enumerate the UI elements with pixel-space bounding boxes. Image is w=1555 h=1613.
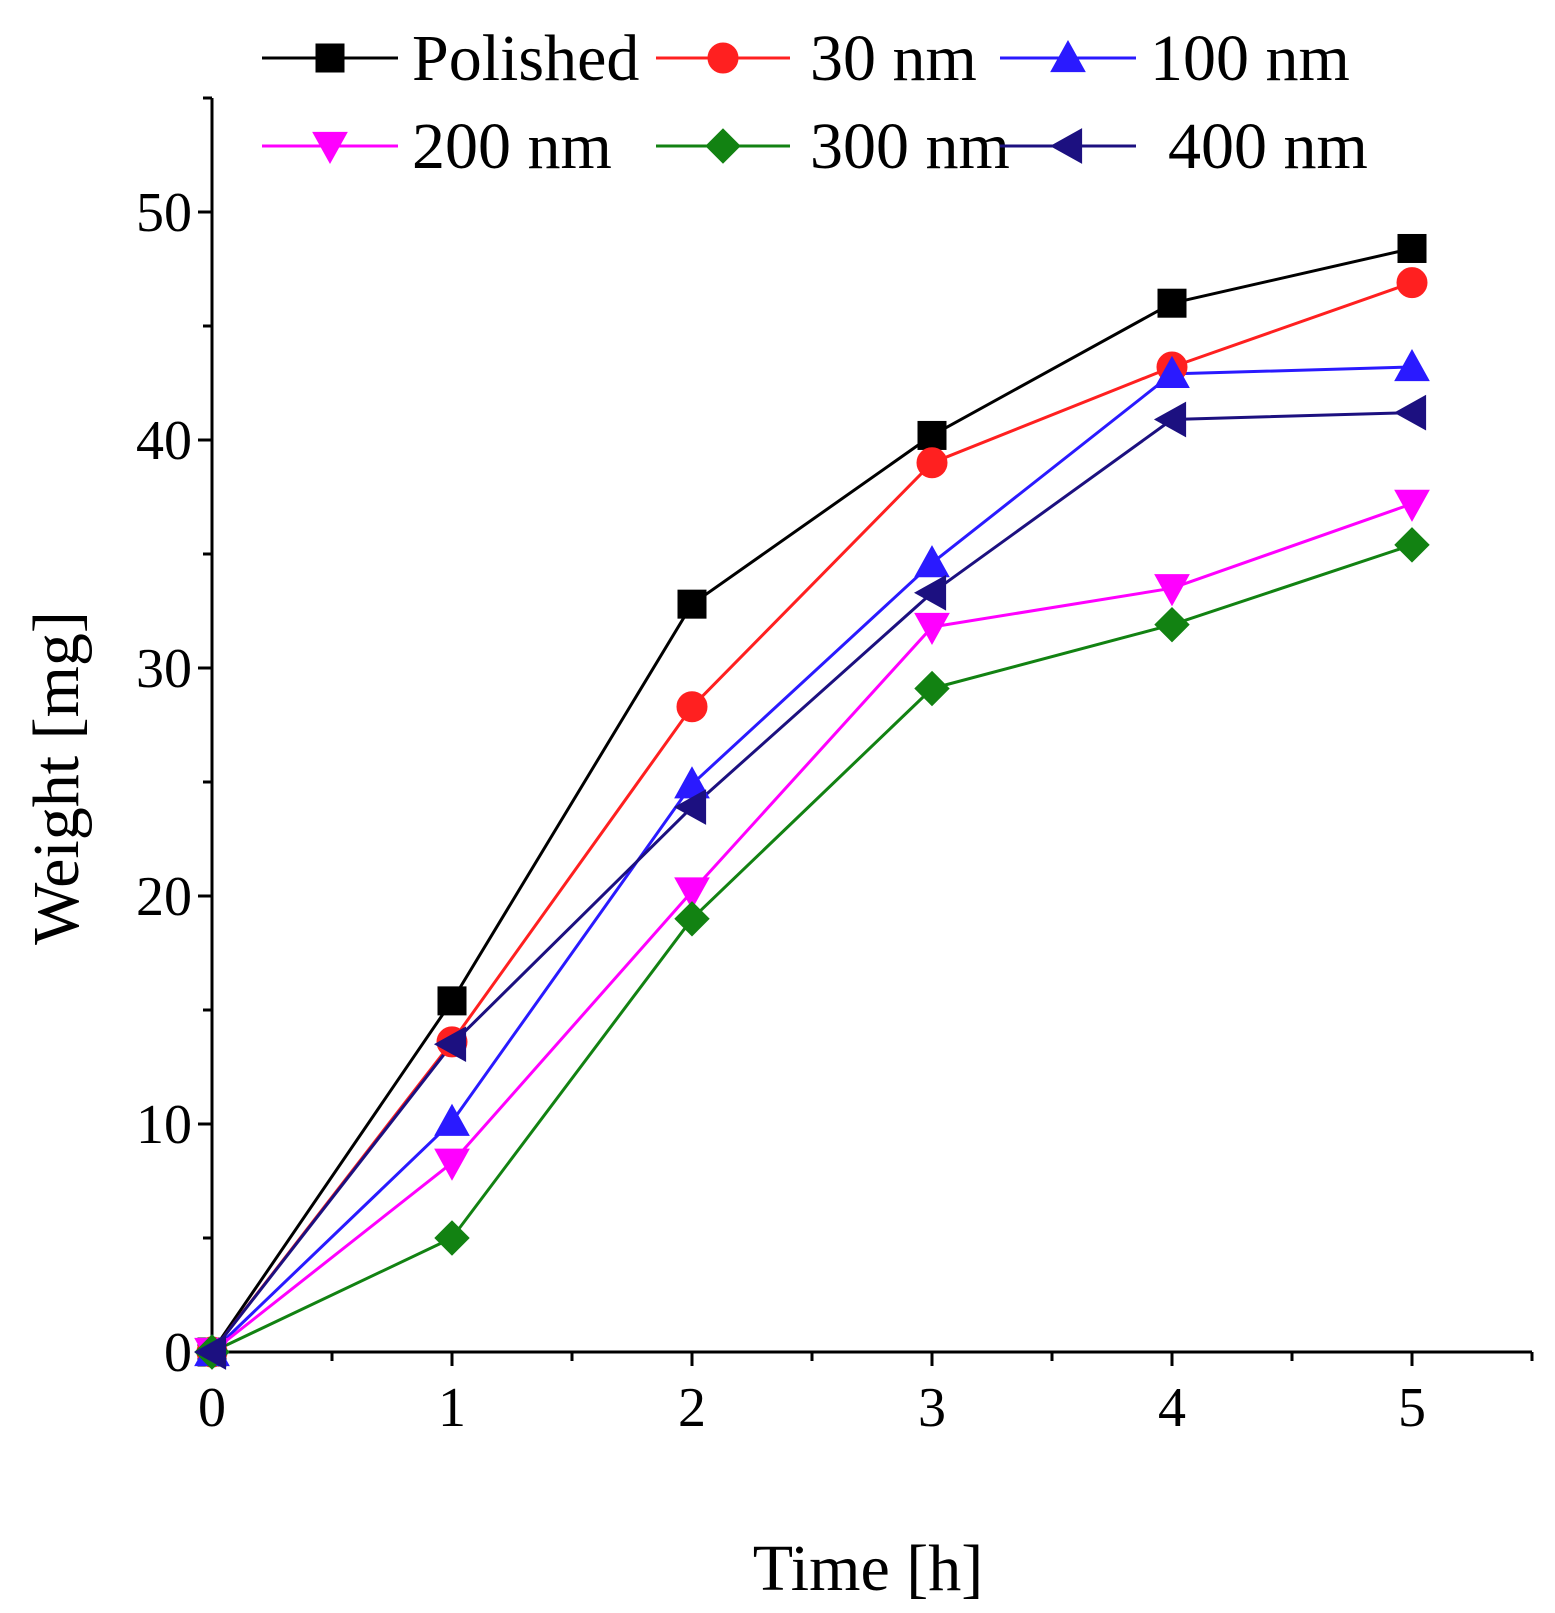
x-tick-label: 1 xyxy=(438,1377,466,1439)
data-point-300-nm xyxy=(1394,527,1430,563)
data-point-400-nm xyxy=(1393,394,1427,431)
legend-label-200-nm: 200 nm xyxy=(412,110,612,183)
x-tick-label: 0 xyxy=(198,1377,226,1439)
series-lines xyxy=(210,247,1413,1354)
legend-marker-30-nm xyxy=(707,42,739,74)
data-point-300-nm xyxy=(1154,606,1190,643)
x-tick-label: 2 xyxy=(678,1377,706,1439)
legend-label-100-nm: 100 nm xyxy=(1150,22,1350,95)
x-axis-title: Time [h] xyxy=(753,1532,983,1605)
series-line-polished xyxy=(210,247,1413,1353)
data-point-polished xyxy=(917,420,947,450)
series-markers xyxy=(193,233,1430,1371)
legend-marker-200-nm xyxy=(312,131,348,165)
data-point-300-nm xyxy=(434,1220,470,1256)
x-tick-label: 5 xyxy=(1398,1377,1426,1439)
x-tick-label: 4 xyxy=(1158,1377,1186,1439)
data-point-100-nm xyxy=(1154,355,1190,388)
series-line-100-nm xyxy=(210,365,1413,1354)
series-line-30-nm xyxy=(210,281,1413,1353)
x-tick-label: 3 xyxy=(918,1377,946,1439)
y-tick-label: 20 xyxy=(136,866,192,928)
data-point-200-nm xyxy=(1394,489,1430,522)
legend-label-300-nm: 300 nm xyxy=(810,110,1010,183)
data-point-polished xyxy=(437,986,467,1016)
y-tick-label: 10 xyxy=(136,1094,192,1156)
data-point-400-nm xyxy=(1153,401,1187,438)
data-point-400-nm xyxy=(193,1334,227,1370)
y-tick-label: 30 xyxy=(136,638,192,700)
data-point-200-nm xyxy=(914,612,950,645)
legend-label-30-nm: 30 nm xyxy=(810,22,977,95)
series-line-200-nm xyxy=(211,502,1413,1354)
data-point-30-nm xyxy=(676,691,708,723)
data-point-300-nm xyxy=(914,670,950,707)
data-point-100-nm xyxy=(1394,349,1430,382)
data-point-30-nm xyxy=(1396,267,1428,299)
data-point-100-nm xyxy=(914,545,950,578)
series-line-400-nm xyxy=(210,411,1413,1353)
legend-label-400-nm: 400 nm xyxy=(1168,110,1368,183)
legend-marker-100-nm xyxy=(1050,39,1086,73)
data-point-400-nm xyxy=(673,789,707,825)
data-point-400-nm xyxy=(913,574,947,611)
legend-label-polished: Polished xyxy=(412,22,639,95)
series-line-300-nm xyxy=(211,543,1413,1354)
y-axis-title: Weight [mg] xyxy=(20,611,93,945)
legend: Polished 30 nm 100 nm 200 nm 300 nm 400 nm xyxy=(262,22,1368,183)
data-point-200-nm xyxy=(674,877,710,910)
data-point-100-nm xyxy=(434,1103,470,1136)
y-tick-label: 40 xyxy=(136,410,192,472)
data-point-400-nm xyxy=(433,1026,467,1063)
legend-marker-400-nm xyxy=(1049,128,1083,164)
data-point-polished xyxy=(1157,288,1187,318)
data-point-30-nm xyxy=(916,447,948,479)
data-point-polished xyxy=(677,589,707,619)
data-point-300-nm xyxy=(674,901,710,937)
data-point-200-nm xyxy=(1154,574,1190,607)
y-tick-label: 0 xyxy=(164,1322,192,1384)
legend-marker-polished xyxy=(315,43,345,73)
legend-marker-300-nm xyxy=(705,128,741,164)
data-point-200-nm xyxy=(434,1148,470,1181)
y-tick-label: 50 xyxy=(136,182,192,244)
data-point-polished xyxy=(1397,233,1427,263)
